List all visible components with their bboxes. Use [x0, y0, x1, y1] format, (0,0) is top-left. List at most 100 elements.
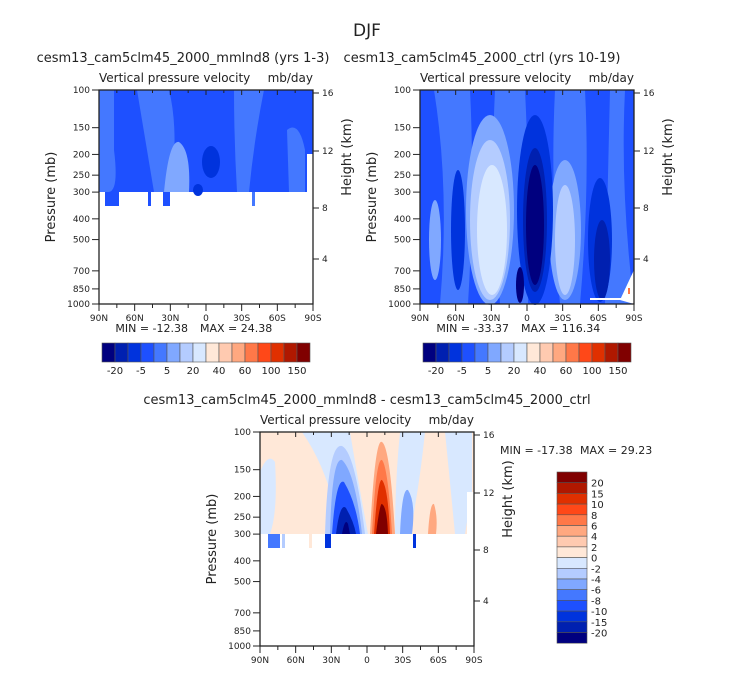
y-axis-right-label: Height (km)	[661, 118, 676, 195]
y-tick-label: 400	[73, 215, 90, 225]
colorbar-label: 5	[485, 366, 491, 377]
height-tick-label: 16	[322, 89, 334, 99]
height-tick-label: 8	[643, 204, 649, 214]
colorbar-box	[556, 503, 588, 516]
colorbar-label: 40	[213, 366, 226, 377]
y-tick-label: 1000	[228, 642, 251, 652]
x-tick-label: 60N	[447, 314, 465, 324]
colorbar-label: -2	[591, 564, 601, 575]
colorbar-box	[591, 342, 606, 363]
colorbar-box	[556, 493, 588, 505]
x-tick-label: 30S	[394, 656, 411, 666]
y-tick-label: 850	[394, 285, 411, 295]
colorbar-label: 0	[591, 554, 597, 565]
x-tick-label: 60S	[269, 314, 286, 324]
colorbar-box	[422, 342, 437, 363]
height-tick-label: 4	[643, 255, 649, 265]
y-tick-label: 250	[234, 513, 251, 523]
height-tick-label: 4	[483, 597, 489, 607]
colorbar-box	[205, 342, 220, 363]
y-axis-label: Pressure (mb)	[205, 494, 220, 585]
colorbar-label: -5	[457, 366, 467, 377]
panel-title: cesm13_cam5clm45_2000_mmlnd8 - cesm13_ca…	[143, 393, 590, 408]
x-tick-label: 0	[364, 656, 370, 666]
height-tick-label: 4	[322, 255, 328, 265]
y-tick-label: 850	[234, 627, 251, 637]
panel-subtitle-variable: Vertical pressure velocity	[99, 71, 250, 85]
colorbar-box	[556, 514, 588, 526]
colorbar-label: -20	[107, 366, 123, 377]
colorbar-box	[556, 621, 588, 633]
colorbar-label: -8	[591, 596, 601, 607]
colorbar-label: 6	[591, 522, 597, 533]
colorbar-box	[244, 342, 259, 363]
y-tick-label: 100	[234, 428, 251, 438]
contour-field	[260, 432, 474, 548]
contour-field	[99, 90, 313, 206]
x-tick-label: 60S	[430, 656, 447, 666]
max-value: MAX = 116.34	[521, 322, 600, 335]
panel-subtitle-units: mb/day	[268, 71, 313, 85]
colorbar-label: 20	[591, 479, 604, 490]
panel-title: cesm13_cam5clm45_2000_mmlnd8 (yrs 1-3)	[37, 51, 330, 66]
colorbar-box	[127, 342, 142, 363]
colorbar-box	[617, 342, 632, 363]
colorbar-label: 4	[591, 532, 597, 543]
min-value: MIN = -33.37	[436, 322, 509, 335]
y-axis-label: Pressure (mb)	[44, 152, 59, 243]
x-tick-label: 30N	[161, 314, 179, 324]
colorbar-box	[552, 342, 567, 363]
colorbar-box	[556, 600, 588, 612]
panel-mmlnd8: cesm13_cam5clm45_2000_mmlnd8 (yrs 1-3) Ve…	[37, 51, 355, 377]
x-tick-label: 90S	[465, 656, 482, 666]
colorbar-box	[556, 589, 588, 601]
y-tick-label: 400	[394, 215, 411, 225]
colorbar-label: 10	[591, 500, 604, 511]
colorbar-label: 40	[534, 366, 547, 377]
y-tick-label: 100	[394, 86, 411, 96]
colorbar-label: 100	[582, 366, 601, 377]
colorbar-box	[192, 342, 207, 363]
colorbar-label: 5	[164, 366, 170, 377]
max-value: MAX = 24.38	[200, 322, 272, 335]
colorbar-label: -20	[428, 366, 444, 377]
colorbar-box	[556, 610, 588, 623]
y-tick-label: 250	[73, 171, 90, 181]
colorbar-box	[578, 342, 593, 363]
panel-subtitle-variable: Vertical pressure velocity	[420, 71, 571, 85]
colorbar-label: 2	[591, 543, 597, 554]
colorbar-box	[179, 342, 194, 363]
x-tick-label: 90N	[90, 314, 108, 324]
colorbar-box	[101, 342, 116, 363]
x-tick-label: 30N	[482, 314, 500, 324]
y-tick-label: 150	[394, 124, 411, 134]
colorbar-box	[556, 525, 588, 537]
max-value: MAX = 29.23	[580, 444, 652, 457]
colorbar-label: -5	[136, 366, 146, 377]
y-tick-label: 100	[73, 86, 90, 96]
x-tick-label: 30S	[554, 314, 571, 324]
y-axis-right-label: Height (km)	[340, 118, 355, 195]
x-tick-label: 0	[524, 314, 530, 324]
colorbar-box	[231, 342, 246, 363]
y-axis-right-label: Height (km)	[501, 460, 516, 537]
y-tick-label: 500	[73, 236, 90, 246]
y-tick-label: 300	[234, 530, 251, 540]
colorbar-label: -10	[591, 607, 607, 618]
x-tick-label: 90N	[251, 656, 269, 666]
x-tick-label: 90S	[304, 314, 321, 324]
colorbar-label: 60	[560, 366, 573, 377]
colorbar-box	[283, 342, 298, 363]
height-tick-label: 12	[643, 147, 654, 157]
colorbar-box	[153, 342, 168, 363]
y-tick-label: 850	[73, 285, 90, 295]
colorbar-label: -15	[591, 618, 607, 629]
x-tick-label: 30S	[233, 314, 250, 324]
y-tick-label: 1000	[67, 300, 90, 310]
panel-subtitle-variable: Vertical pressure velocity	[260, 413, 411, 427]
x-tick-label: 60N	[287, 656, 305, 666]
y-axis-label: Pressure (mb)	[365, 152, 380, 243]
colorbar-box	[556, 546, 588, 558]
panel-subtitle-units: mb/day	[429, 413, 474, 427]
